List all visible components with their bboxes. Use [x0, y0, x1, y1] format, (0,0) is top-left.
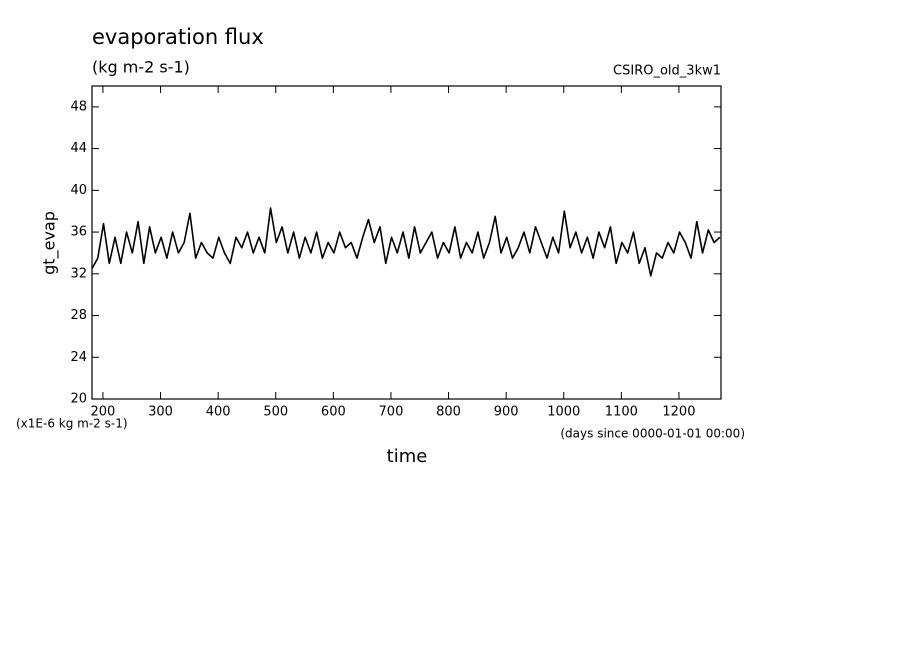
plot-frame — [91, 85, 722, 400]
series-line — [91, 207, 721, 277]
y-tick-label: 24 — [70, 350, 87, 365]
x-tick-label: 200 — [91, 405, 116, 420]
source-label: CSIRO_old_3kw1 — [613, 64, 721, 79]
y-tick-label: 48 — [70, 99, 87, 114]
y-tick-label: 28 — [70, 308, 87, 323]
x-axis-label: time — [387, 446, 428, 467]
y-units-note: (x1E-6 kg m-2 s-1) — [16, 417, 128, 431]
x-tick-label: 1100 — [605, 405, 638, 420]
x-tick-label: 500 — [263, 405, 288, 420]
x-tick-label: 300 — [148, 405, 173, 420]
x-tick-label: 400 — [206, 405, 231, 420]
y-tick-label: 40 — [70, 183, 87, 198]
x-units-note: (days since 0000-01-01 00:00) — [560, 427, 745, 441]
x-tick-label: 600 — [321, 405, 346, 420]
x-tick-label: 1200 — [662, 405, 695, 420]
x-tick-label: 900 — [494, 405, 519, 420]
y-tick-label: 20 — [70, 392, 87, 407]
y-axis-label: gt_evap — [40, 211, 60, 275]
x-tick-label: 800 — [436, 405, 461, 420]
x-tick-label: 700 — [379, 405, 404, 420]
y-tick-label: 44 — [70, 141, 87, 156]
chart-title: evaporation flux — [92, 25, 264, 49]
x-tick-label: 1000 — [547, 405, 580, 420]
y-tick-label: 32 — [70, 266, 87, 281]
chart-subtitle: (kg m-2 s-1) — [92, 58, 190, 77]
y-tick-label: 36 — [70, 225, 87, 240]
